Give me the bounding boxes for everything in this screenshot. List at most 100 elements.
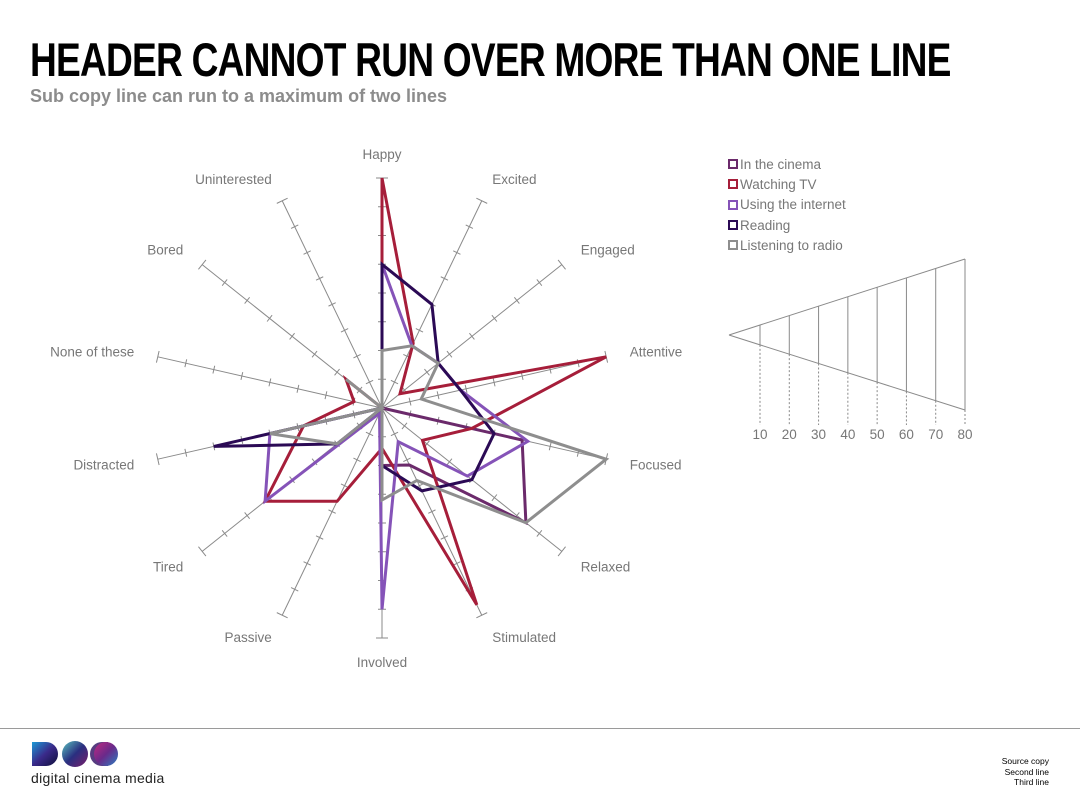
legend-item: Watching TV <box>728 174 846 194</box>
radar-series-line <box>263 263 531 610</box>
radar-tick <box>290 587 299 592</box>
radar-axis-label: Bored <box>147 243 183 258</box>
radar-tick <box>221 279 228 286</box>
radar-tick <box>353 354 361 359</box>
footer-divider <box>0 728 1080 729</box>
radar-tick <box>353 457 361 462</box>
scale-key-label: 80 <box>957 427 972 442</box>
radar-tick <box>315 276 324 281</box>
radar-tick <box>266 314 273 322</box>
radar-tick <box>476 197 488 204</box>
radar-tick <box>365 379 374 385</box>
radar-tick <box>365 431 374 437</box>
radar-tick <box>428 509 436 514</box>
radar-axis-label: Engaged <box>581 243 635 258</box>
legend-item: In the cinema <box>728 154 846 174</box>
scale-key-label: 40 <box>840 427 855 442</box>
radar-tick <box>492 378 496 387</box>
radar-tick <box>289 332 295 340</box>
radar-tick <box>491 494 498 502</box>
scale-key-label: 30 <box>811 427 826 442</box>
radar-tick <box>464 384 468 393</box>
page-subtitle: Sub copy line can run to a maximum of tw… <box>30 86 448 106</box>
legend-label: Using the internet <box>740 197 846 213</box>
radar-tick <box>340 483 349 488</box>
radar-tick <box>440 276 449 281</box>
radar-tick <box>303 561 311 566</box>
radar-chart: Happy Excited Engaged Attentive Focused Relax… <box>50 147 972 670</box>
legend-swatch <box>728 179 738 190</box>
scale-key-edge <box>728 334 966 411</box>
radar-tick <box>548 442 552 451</box>
radar-tick <box>453 561 461 566</box>
scale-key-label: 60 <box>899 427 914 442</box>
logo-text: digital cinema media <box>31 770 165 786</box>
legend-swatch <box>728 240 738 251</box>
radar-tick <box>390 379 399 385</box>
radar-tick <box>198 259 207 270</box>
radar-series-line <box>262 177 607 606</box>
legend-swatch <box>728 159 738 170</box>
scale-key-label: 20 <box>782 427 797 442</box>
legend-label: Reading <box>740 217 791 233</box>
scale-key-label: 50 <box>870 427 885 442</box>
radar-tick <box>453 250 461 255</box>
radar-series-line <box>269 344 610 525</box>
radar-axis-label: Distracted <box>73 458 134 473</box>
scale-key-edge <box>728 258 966 336</box>
radar-tick <box>311 350 318 358</box>
radar-tick <box>465 224 474 229</box>
source-line: Source copy <box>1001 756 1049 766</box>
radar-tick <box>240 372 244 381</box>
radar-tick <box>198 546 207 557</box>
radar-tick <box>469 332 475 340</box>
radar-tick <box>476 612 488 619</box>
radar-axis-label: Attentive <box>630 344 683 359</box>
radar-axis-label: Stimulated <box>492 630 556 645</box>
radar-tick <box>340 328 349 333</box>
radar-tick <box>290 224 299 229</box>
radar-axis-labels: Happy Excited Engaged Attentive Focused Relax… <box>50 147 682 670</box>
radar-axis-label: Tired <box>153 559 183 574</box>
radar-tick <box>328 302 336 307</box>
legend-item: Reading <box>728 215 846 235</box>
radar-axis-label: Focused <box>630 458 682 473</box>
radar-axis-label: None of these <box>50 344 134 359</box>
radar-tick <box>415 328 424 333</box>
dcm-logo <box>32 741 118 767</box>
scale-key-label: 10 <box>752 427 767 442</box>
radar-tick <box>184 359 188 368</box>
source-copy: Source copy Second line Third line <box>1002 756 1049 788</box>
radar-tick <box>491 314 498 322</box>
radar-tick <box>390 431 399 437</box>
radar-tick <box>212 365 216 374</box>
radar-tick <box>155 453 160 466</box>
legend-label: In the cinema <box>740 156 822 172</box>
radar-tick <box>244 297 251 304</box>
radar-tick <box>401 422 408 430</box>
scale-key-label: 70 <box>928 427 943 442</box>
radar-tick <box>513 297 520 304</box>
radar-tick <box>424 368 430 376</box>
radar-axis-label: Involved <box>357 655 407 670</box>
radar-tick <box>446 350 453 358</box>
radar-tick <box>328 509 336 514</box>
radar-tick <box>324 391 328 400</box>
radar-tick <box>276 612 288 619</box>
radar-tick <box>408 397 412 406</box>
radar-tick <box>268 378 272 387</box>
radar-tick <box>303 250 311 255</box>
legend-label: Watching TV <box>740 176 817 192</box>
radar-tick <box>155 350 160 363</box>
radar-series-line <box>213 261 496 493</box>
page-title: HEADER CANNOT RUN OVER MORE THAN ONE LIN… <box>30 33 951 86</box>
radar-tick <box>403 457 411 462</box>
legend-swatch <box>728 199 738 210</box>
legend-swatch <box>728 220 738 231</box>
radar-tick <box>440 535 449 540</box>
radar-tick <box>557 259 566 270</box>
radar-axis-label: Uninterested <box>195 172 272 187</box>
radar-tick <box>557 546 566 557</box>
radar-tick <box>536 530 543 537</box>
radar-tick <box>184 448 188 457</box>
